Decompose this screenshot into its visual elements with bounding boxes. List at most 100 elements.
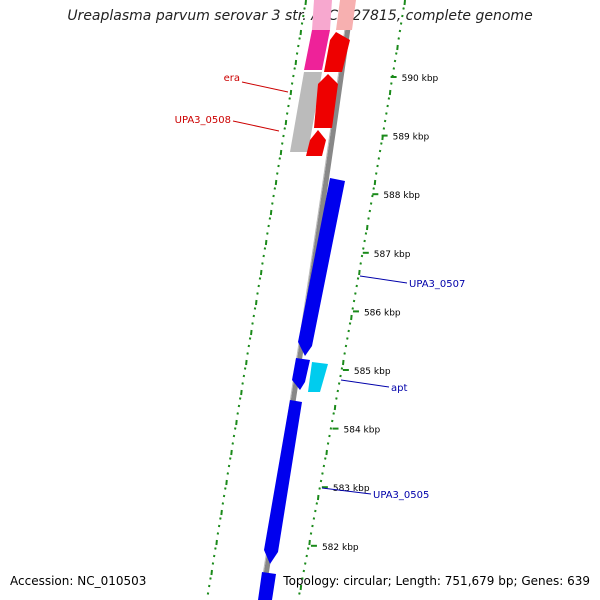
gc-dot bbox=[220, 509, 223, 516]
gc-dot bbox=[301, 577, 304, 580]
gene-era-grey[interactable] bbox=[290, 72, 322, 152]
gene-upa3-0505[interactable] bbox=[264, 400, 302, 564]
gene-red-2[interactable] bbox=[314, 74, 338, 128]
gc-dot bbox=[382, 127, 386, 130]
gc-dot bbox=[319, 479, 323, 483]
gc-dot bbox=[235, 419, 238, 426]
gc-dot bbox=[402, 7, 405, 10]
gc-dot bbox=[312, 517, 316, 520]
gene-apt[interactable] bbox=[308, 362, 328, 392]
gc-dot bbox=[237, 404, 241, 408]
gc-dot bbox=[386, 104, 389, 108]
gc-dot bbox=[352, 299, 356, 303]
gc-dot bbox=[266, 232, 269, 235]
gc-dot bbox=[346, 337, 349, 340]
gene-pink[interactable] bbox=[304, 30, 330, 70]
gc-dot bbox=[299, 29, 303, 36]
gc-dot bbox=[354, 292, 357, 295]
gc-dot bbox=[392, 67, 396, 70]
gene-label-era[interactable]: era bbox=[224, 73, 240, 84]
gc-dot bbox=[215, 539, 218, 546]
gc-dot bbox=[342, 359, 345, 366]
gc-dot bbox=[284, 119, 288, 126]
gc-dot bbox=[322, 464, 326, 468]
gene-label-upa3-0507[interactable]: UPA3_0507 bbox=[409, 279, 465, 290]
gc-dot bbox=[397, 37, 400, 40]
gc-dot bbox=[273, 187, 277, 190]
gc-dot bbox=[318, 487, 321, 490]
gc-dot bbox=[316, 494, 320, 501]
gc-dot bbox=[295, 52, 299, 55]
gc-dot bbox=[221, 502, 225, 505]
gc-dot bbox=[208, 584, 211, 588]
gc-dot bbox=[365, 224, 369, 231]
gene-label-apt[interactable]: apt bbox=[391, 383, 407, 394]
gc-dot bbox=[328, 434, 331, 438]
gc-dot bbox=[269, 209, 273, 216]
gc-dot bbox=[340, 367, 344, 370]
gc-dot bbox=[332, 412, 335, 415]
gc-dot bbox=[230, 449, 233, 456]
tick-label: 585 kbp bbox=[354, 367, 391, 377]
gc-dot bbox=[289, 89, 293, 96]
gc-dot bbox=[238, 397, 242, 400]
gc-dot bbox=[259, 269, 263, 276]
gc-dot bbox=[324, 457, 327, 460]
tick-label: 587 kbp bbox=[374, 250, 411, 260]
tick-label: 590 kbp bbox=[402, 74, 439, 84]
gc-dot bbox=[282, 134, 285, 138]
gene-upa3-0507[interactable] bbox=[298, 178, 345, 356]
gc-dot bbox=[347, 329, 350, 333]
gc-dot bbox=[351, 307, 354, 310]
gc-dot bbox=[217, 524, 221, 528]
gc-dot bbox=[240, 389, 243, 396]
gc-dot bbox=[214, 547, 217, 550]
gc-dot bbox=[288, 97, 291, 100]
gene-red-3[interactable] bbox=[306, 130, 326, 156]
gc-dot bbox=[315, 502, 318, 505]
gc-dot bbox=[261, 262, 264, 265]
gc-dot bbox=[356, 277, 360, 280]
gc-dot bbox=[375, 172, 378, 175]
gc-dot bbox=[300, 22, 304, 25]
gc-dot bbox=[348, 322, 352, 325]
gc-dot bbox=[303, 7, 306, 10]
gc-dot bbox=[281, 142, 284, 145]
tick-label: 589 kbp bbox=[393, 133, 430, 143]
gene-label-upa3-0508[interactable]: UPA3_0508 bbox=[175, 115, 231, 126]
gc-dot bbox=[364, 232, 368, 235]
gc-dot bbox=[258, 277, 262, 280]
gc-dot bbox=[395, 52, 398, 55]
gc-dot bbox=[367, 217, 370, 220]
gc-dot bbox=[212, 554, 216, 558]
tick-label: 582 kbp bbox=[322, 543, 359, 553]
gc-dot bbox=[333, 404, 337, 411]
gc-dot bbox=[311, 524, 314, 528]
gc-dot bbox=[308, 539, 311, 546]
gc-dot bbox=[339, 374, 342, 378]
gc-dot bbox=[243, 367, 247, 370]
genome-title: Ureaplasma parvum serovar 3 str. ATCC 27… bbox=[67, 8, 533, 24]
gc-dot bbox=[399, 22, 403, 25]
gc-dot bbox=[350, 314, 353, 321]
gc-dot bbox=[343, 352, 346, 355]
gc-dot bbox=[331, 419, 334, 423]
gc-dot bbox=[209, 577, 212, 580]
tick-label: 588 kbp bbox=[383, 191, 420, 201]
gene-label-upa3-0505[interactable]: UPA3_0505 bbox=[373, 490, 429, 501]
gc-dot bbox=[371, 194, 374, 198]
kbp-ticks: 590 kbp 589 kbp 588 kbp 587 kbp 586 kbp 585 k… bbox=[310, 74, 439, 553]
gc-dot bbox=[355, 284, 358, 288]
gene-pink-fade bbox=[312, 0, 332, 30]
gc-dot bbox=[362, 247, 365, 250]
gene-blue-small[interactable] bbox=[292, 358, 310, 390]
gc-dot bbox=[321, 472, 324, 475]
gc-dot bbox=[276, 172, 279, 175]
gc-dot bbox=[232, 434, 236, 438]
gc-dot bbox=[219, 517, 222, 520]
gene-red-1[interactable] bbox=[324, 32, 350, 72]
gc-dot bbox=[267, 224, 270, 228]
gc-dot bbox=[268, 217, 272, 220]
gene-blue-bottom[interactable] bbox=[258, 572, 276, 600]
